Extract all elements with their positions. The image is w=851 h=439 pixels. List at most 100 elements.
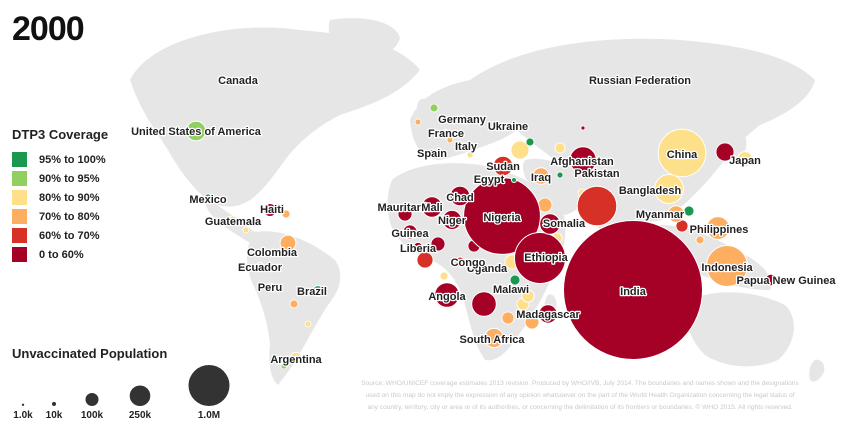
label-myanmar: Myanmar xyxy=(636,209,685,221)
bubble-mexico[interactable] xyxy=(203,193,213,203)
uk-shape xyxy=(416,98,432,118)
bubble-italy[interactable] xyxy=(463,143,469,149)
bubble-somalia[interactable] xyxy=(539,213,561,235)
new-zealand-shape xyxy=(809,359,825,382)
label-philippines: Philippines xyxy=(690,224,749,236)
bubble-pakistan[interactable] xyxy=(576,185,618,227)
bubble-papua-new-guinea[interactable] xyxy=(764,273,778,287)
legend-swatch-70-80 xyxy=(12,209,27,224)
bubble-iraq[interactable] xyxy=(532,167,550,185)
bubble-guatemala[interactable] xyxy=(228,215,238,225)
bubble-myanmar[interactable] xyxy=(667,205,685,223)
label-haiti: Haiti xyxy=(260,204,284,216)
bubble-china[interactable] xyxy=(657,128,707,178)
bubble-minor-29 xyxy=(280,362,288,370)
bubble-nigeria[interactable] xyxy=(463,177,541,255)
label-argentina: Argentina xyxy=(270,354,322,366)
label-pakistan: Pakistan xyxy=(574,168,620,180)
label-congo: Congo xyxy=(451,257,486,269)
bubble-peru[interactable] xyxy=(265,282,275,292)
bubble-chad[interactable] xyxy=(449,185,471,207)
bubble-haiti[interactable] xyxy=(263,203,277,217)
label-france: France xyxy=(428,128,464,140)
size-legend-circle-1-0m xyxy=(188,365,230,406)
bubble-angola[interactable] xyxy=(434,282,460,308)
bubble-indonesia[interactable] xyxy=(706,245,748,287)
label-brazil: Brazil xyxy=(297,286,327,298)
bubble-niger[interactable] xyxy=(441,209,463,231)
bubble-japan[interactable] xyxy=(737,151,753,167)
label-mali: Mali xyxy=(421,202,442,214)
label-indonesia: Indonesia xyxy=(701,262,753,274)
label-guatemala: Guatemala xyxy=(205,216,262,228)
size-legend-marks: 1.0k 10k 100k 250k 1.0M xyxy=(13,365,230,421)
size-legend-circle-1-0k xyxy=(21,403,25,406)
bubble-malawi[interactable] xyxy=(521,289,535,303)
bubble-madagascar[interactable] xyxy=(538,304,558,324)
asia-shape xyxy=(470,38,815,222)
bubble-egypt[interactable] xyxy=(511,177,517,183)
label-germany: Germany xyxy=(438,114,487,126)
bubble-france[interactable] xyxy=(443,129,449,135)
legend-label-90-95: 90% to 95% xyxy=(39,172,100,185)
bubble-brazil[interactable] xyxy=(312,285,324,297)
bubble-minor-2 xyxy=(466,151,474,159)
bubble-sudan[interactable] xyxy=(492,155,514,177)
label-angola: Angola xyxy=(428,291,466,303)
bubble-mali[interactable] xyxy=(421,196,443,218)
size-legend-label-10k: 10k xyxy=(46,410,63,421)
legend-swatch-90-95 xyxy=(12,171,27,186)
bubble-ukraine[interactable] xyxy=(505,123,511,129)
bubble-spain[interactable] xyxy=(429,149,435,155)
label-niger: Niger xyxy=(438,215,467,227)
bubble-uganda[interactable] xyxy=(471,291,497,317)
country-labels: India Nigeria Ethiopia China Pakistan Indones… xyxy=(130,74,838,368)
bubble-ecuador[interactable] xyxy=(255,261,265,271)
label-ethiopia: Ethiopia xyxy=(524,252,568,264)
legend-swatch-60-70 xyxy=(12,228,27,243)
legend-swatch-80-90 xyxy=(12,190,27,205)
legend-label-70-80: 70% to 80% xyxy=(39,210,100,223)
bubble-minor-14 xyxy=(439,271,449,281)
label-malawi: Malawi xyxy=(493,284,529,296)
bubble-germany[interactable] xyxy=(459,115,465,121)
label-italy: Italy xyxy=(455,141,478,153)
bubble-argentina[interactable] xyxy=(289,351,303,365)
bubble-south-africa[interactable] xyxy=(483,327,505,349)
label-colombia: Colombia xyxy=(247,247,298,259)
label-united-states-of-america: United States of America xyxy=(131,126,262,138)
bubble-russian-federation[interactable] xyxy=(633,75,643,85)
bubble-minor-12 xyxy=(416,251,434,269)
bubble-canada[interactable] xyxy=(235,77,241,83)
bubble-india[interactable] xyxy=(563,220,703,360)
legend-label-60-70: 60% to 70% xyxy=(39,229,100,242)
label-iraq: Iraq xyxy=(531,172,551,184)
size-legend: Unvaccinated Population xyxy=(12,346,167,361)
bubble-mauritania[interactable] xyxy=(397,206,413,222)
label-spain: Spain xyxy=(417,148,447,160)
bubble-united-states-of-america[interactable] xyxy=(185,120,207,142)
label-canada: Canada xyxy=(218,75,259,87)
bubble-philippines[interactable] xyxy=(706,216,730,240)
bubble-congo[interactable] xyxy=(454,256,466,268)
label-mexico: Mexico xyxy=(189,194,227,206)
size-legend-circle-10k xyxy=(51,401,57,407)
label-chad: Chad xyxy=(446,192,474,204)
bubble-guinea[interactable] xyxy=(402,224,418,240)
bubble-minor-28 xyxy=(304,320,312,328)
bubble-minor-3 xyxy=(510,140,530,160)
legend-label-80-90: 80% to 90% xyxy=(39,191,100,204)
bubble-liberia[interactable] xyxy=(412,241,424,253)
size-legend-circle-250k xyxy=(129,385,151,407)
bubble-afghanistan[interactable] xyxy=(569,146,597,174)
legend-label-0-60: 0 to 60% xyxy=(39,248,84,261)
australia-shape xyxy=(686,292,794,367)
bubble-colombia[interactable] xyxy=(279,234,297,252)
bubble-minor-25 xyxy=(281,209,291,219)
label-south-africa: South Africa xyxy=(460,334,526,346)
bubble-bangladesh[interactable] xyxy=(654,174,684,204)
bubble-minor-21 xyxy=(683,205,695,217)
bubble-ethiopia[interactable] xyxy=(514,232,566,284)
